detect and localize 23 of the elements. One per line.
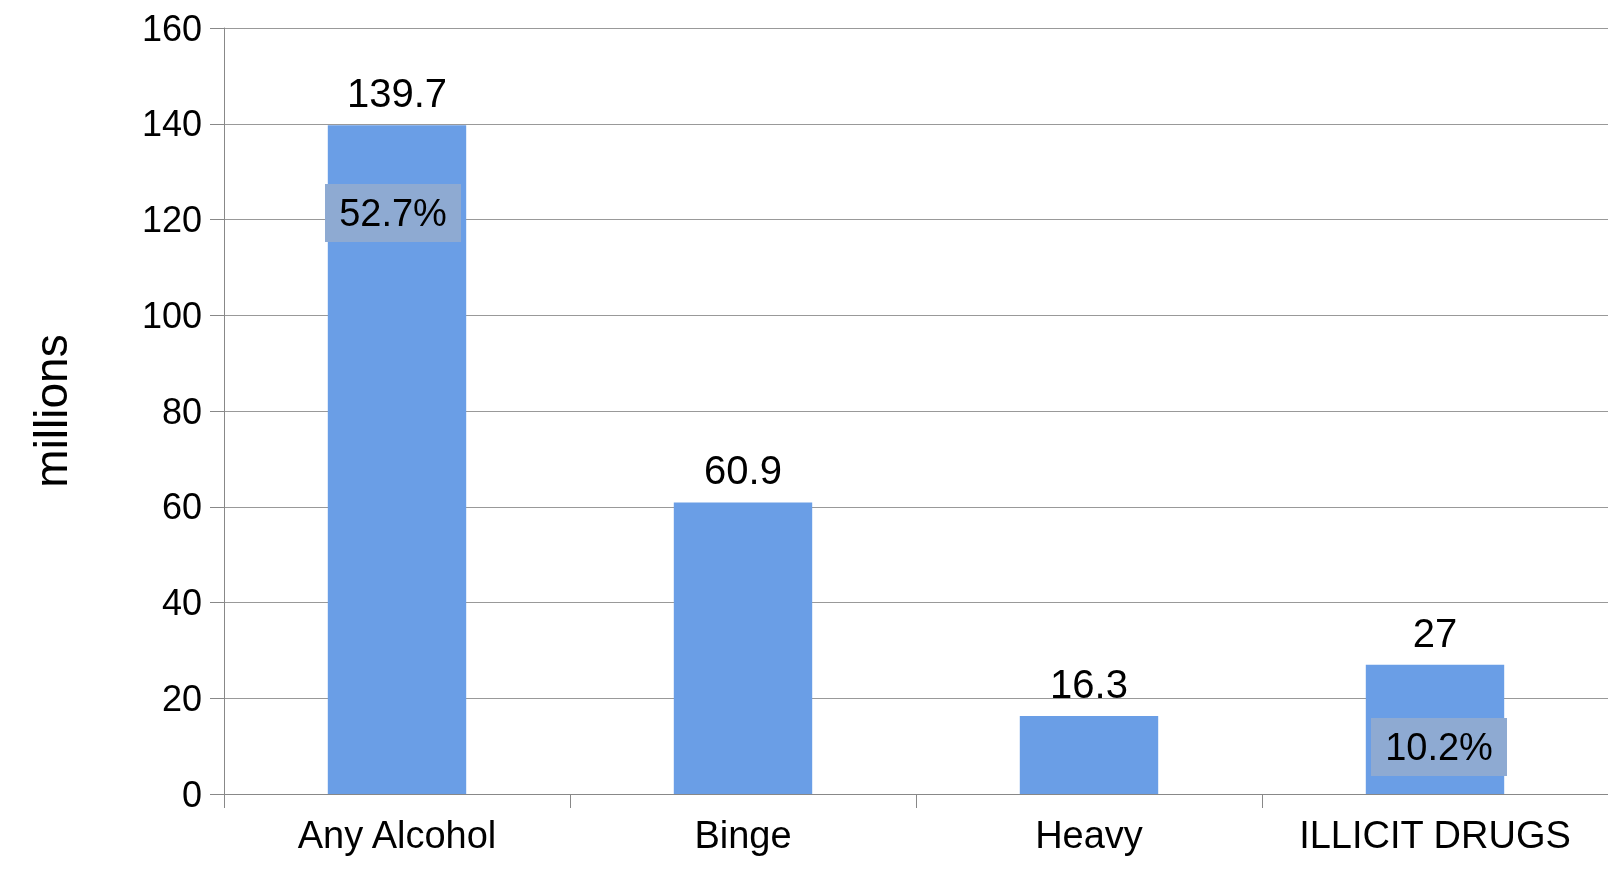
data-label: 27 bbox=[1412, 610, 1458, 655]
bar bbox=[1019, 715, 1159, 794]
y-tick-label: 160 bbox=[141, 7, 202, 49]
y-tick-label: 120 bbox=[141, 199, 202, 240]
y-tick-label: 60 bbox=[161, 486, 202, 528]
y-tick-label: 80 bbox=[161, 390, 202, 432]
data-label: 16.3 bbox=[1050, 661, 1128, 706]
annotation: 10.2% bbox=[1385, 726, 1493, 768]
data-label: 60.9 bbox=[704, 448, 782, 493]
y-tick-label: 40 bbox=[161, 582, 202, 623]
x-tick-label: ILLICIT DRUGS bbox=[1299, 814, 1571, 856]
bar bbox=[673, 502, 813, 794]
data-label: 139.7 bbox=[346, 71, 448, 116]
y-axis-title: millions bbox=[25, 334, 77, 488]
x-tick-label: Heavy bbox=[1035, 814, 1143, 856]
bar bbox=[327, 125, 467, 794]
x-tick-label: Binge bbox=[694, 814, 792, 856]
annotation: 52.7% bbox=[339, 192, 447, 234]
y-tick-label: 100 bbox=[141, 294, 202, 336]
y-tick-label: 0 bbox=[181, 773, 202, 815]
y-tick-label: 20 bbox=[161, 677, 202, 719]
x-tick-label: Any Alcohol bbox=[297, 814, 497, 856]
y-tick-label: 140 bbox=[141, 103, 202, 145]
